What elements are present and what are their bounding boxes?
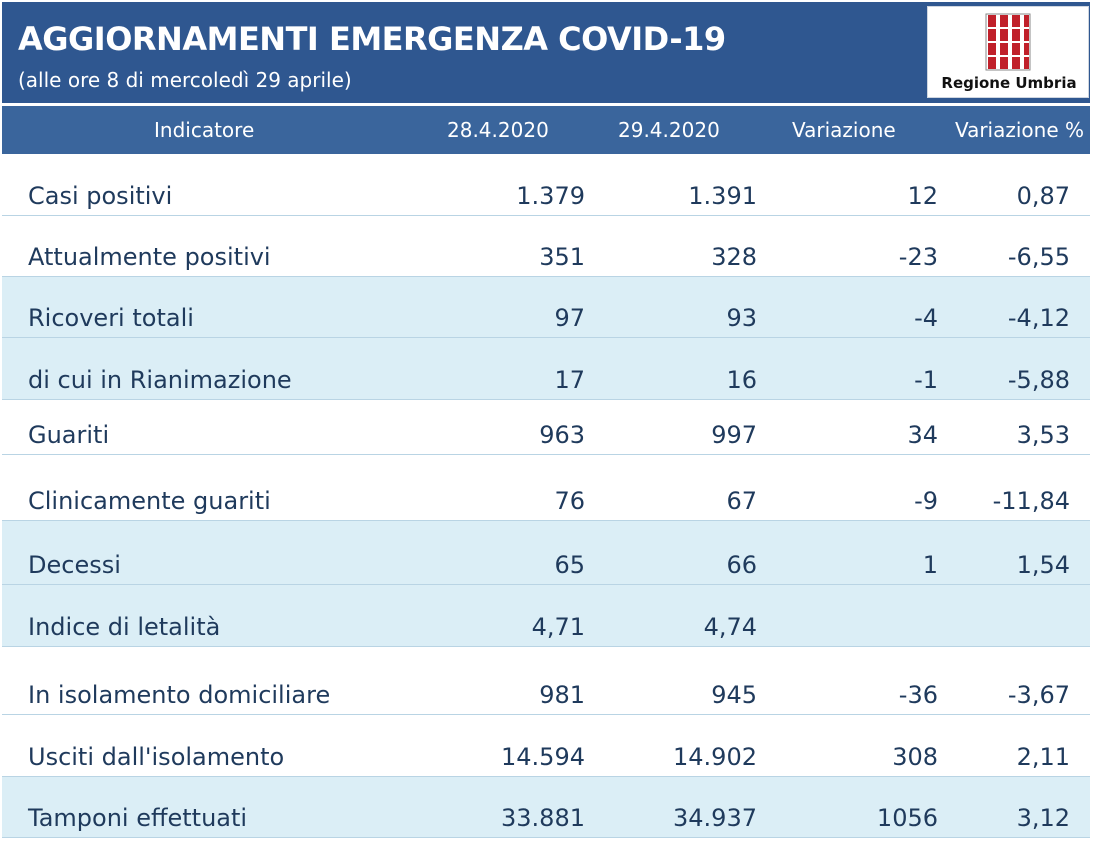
row-label: Indice di letalità [28,613,221,641]
row-label: Clinicamente guariti [28,487,271,515]
umbria-emblem-icon [985,13,1031,71]
value-29-4: 66 [726,551,757,579]
value-29-4: 93 [726,304,757,332]
column-header-indicatore: Indicatore [154,118,255,142]
table-row: Guariti 963 997 34 3,53 [2,400,1090,455]
value-29-4: 1.391 [688,182,757,210]
value-29-4: 997 [711,421,757,449]
value-variazione: -1 [914,366,938,394]
table-row: Tamponi effettuati 33.881 34.937 1056 3,12 [2,777,1090,838]
row-label: di cui in Rianimazione [28,366,292,394]
value-29-4: 4,74 [703,613,757,641]
row-label: In isolamento domiciliare [28,681,331,709]
header-banner: AGGIORNAMENTI EMERGENZA COVID-19 (alle o… [2,2,1090,103]
value-variazione-pct: -4,12 [1007,304,1070,332]
column-header-variazione-pct: Variazione % [954,118,1084,142]
region-logo: Regione Umbria [927,6,1089,98]
value-28-4: 76 [554,487,585,515]
row-label: Decessi [28,551,121,579]
table-header: Indicatore 28.4.2020 29.4.2020 Variazion… [2,106,1090,154]
value-variazione-pct: 3,12 [1016,804,1070,832]
page-title: AGGIORNAMENTI EMERGENZA COVID-19 [18,20,726,58]
value-28-4: 97 [554,304,585,332]
row-label: Ricoveri totali [28,304,194,332]
value-28-4: 65 [554,551,585,579]
column-header-date-2: 29.4.2020 [618,118,720,142]
row-label: Casi positivi [28,182,173,210]
table-row: Decessi 65 66 1 1,54 [2,521,1090,585]
value-variazione: 1056 [876,804,938,832]
value-29-4: 14.902 [673,743,757,771]
table-row: Casi positivi 1.379 1.391 12 0,87 [2,154,1090,216]
value-variazione: 1 [922,551,938,579]
value-28-4: 1.379 [516,182,585,210]
table-row: Clinicamente guariti 76 67 -9 -11,84 [2,455,1090,521]
logo-text: Regione Umbria [941,74,1077,92]
table-row: In isolamento domiciliare 981 945 -36 -3,67 [2,647,1090,715]
value-28-4: 981 [539,681,585,709]
value-variazione: 34 [907,421,938,449]
table-row: Attualmente positivi 351 328 -23 -6,55 [2,216,1090,277]
value-28-4: 351 [539,243,585,271]
value-variazione-pct: -6,55 [1007,243,1070,271]
value-variazione-pct: 1,54 [1016,551,1070,579]
value-29-4: 328 [711,243,757,271]
value-28-4: 4,71 [531,613,585,641]
value-variazione-pct: 2,11 [1016,743,1070,771]
value-28-4: 33.881 [501,804,585,832]
value-variazione: -36 [898,681,938,709]
value-29-4: 16 [726,366,757,394]
page-subtitle: (alle ore 8 di mercoledì 29 aprile) [18,68,352,92]
value-variazione-pct: -5,88 [1007,366,1070,394]
row-label: Tamponi effettuati [28,804,248,832]
value-28-4: 963 [539,421,585,449]
value-variazione: -4 [914,304,938,332]
column-header-date-1: 28.4.2020 [447,118,549,142]
value-variazione-pct: -3,67 [1007,681,1070,709]
value-variazione-pct: 3,53 [1016,421,1070,449]
value-variazione-pct: -11,84 [992,487,1070,515]
table-row: Usciti dall'isolamento 14.594 14.902 308 2,1… [2,715,1090,777]
value-29-4: 945 [711,681,757,709]
table-row: di cui in Rianimazione 17 16 -1 -5,88 [2,338,1090,400]
table-row: Indice di letalità 4,71 4,74 [2,585,1090,647]
value-variazione: 308 [892,743,938,771]
value-28-4: 14.594 [501,743,585,771]
value-variazione: -23 [898,243,938,271]
row-label: Usciti dall'isolamento [28,743,285,771]
value-variazione: 12 [907,182,938,210]
value-29-4: 67 [726,487,757,515]
value-29-4: 34.937 [673,804,757,832]
column-header-variazione: Variazione [792,118,896,142]
table-row: Ricoveri totali 97 93 -4 -4,12 [2,277,1090,338]
row-label: Guariti [28,421,110,449]
value-variazione-pct: 0,87 [1016,182,1070,210]
value-28-4: 17 [554,366,585,394]
row-label: Attualmente positivi [28,243,271,271]
value-variazione: -9 [914,487,938,515]
